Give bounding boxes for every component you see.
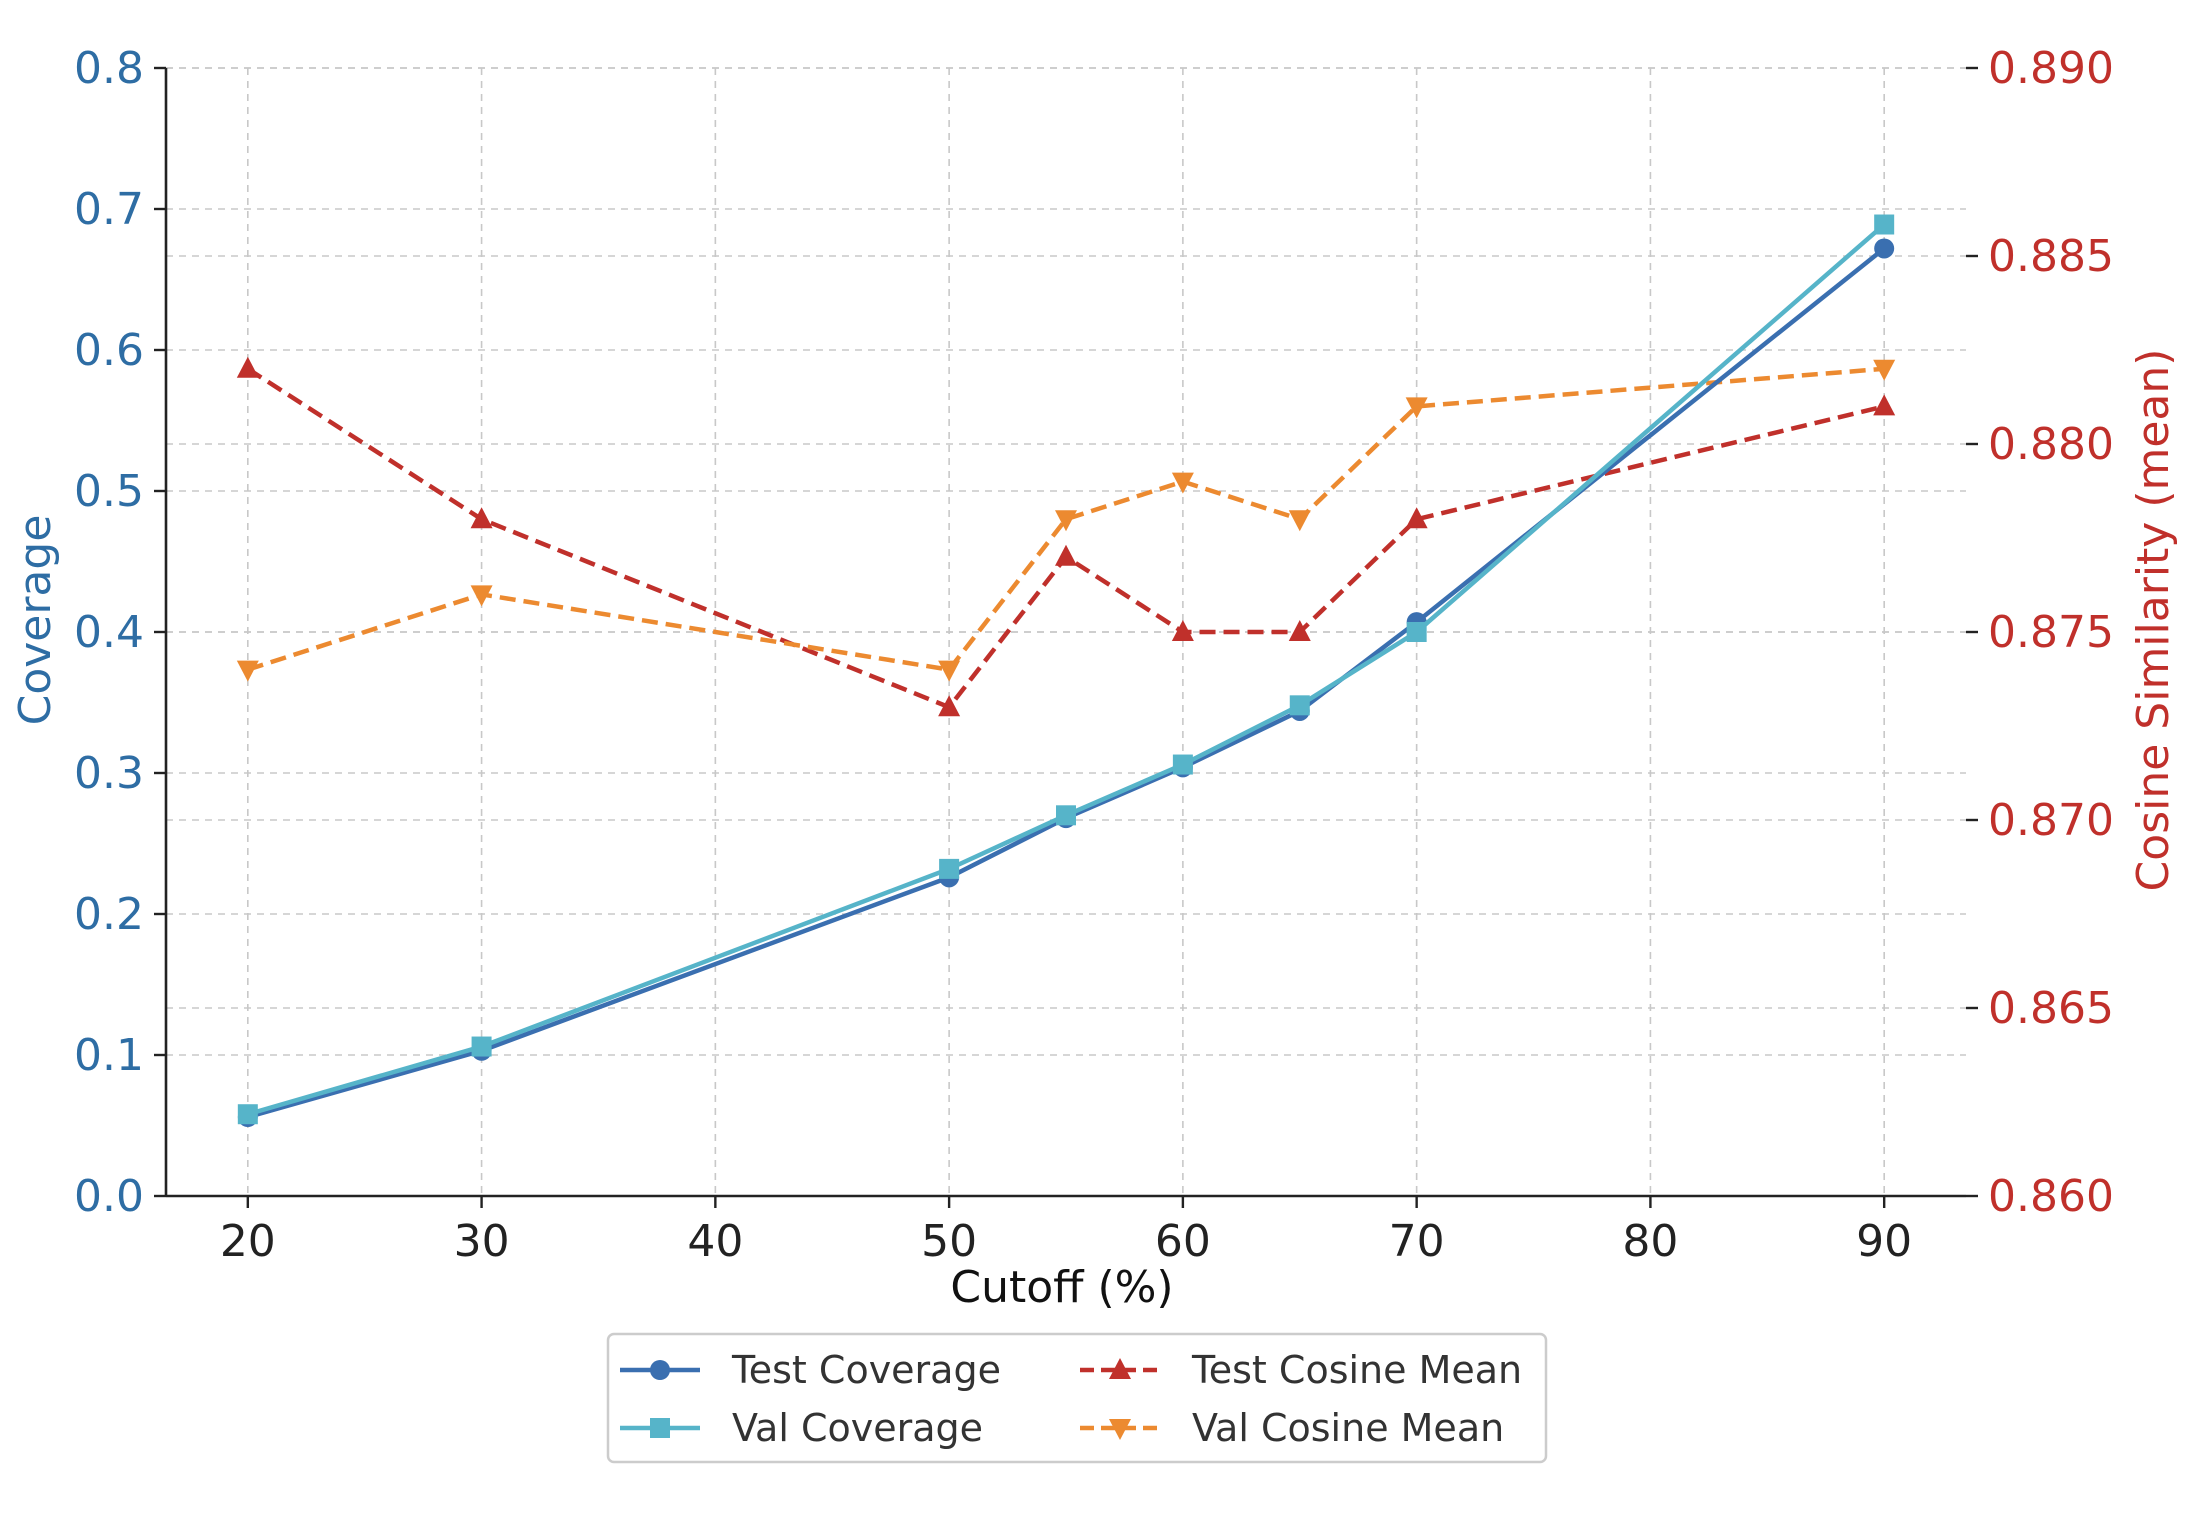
data-point-test-cosine-mean	[236, 356, 259, 378]
data-point-val-cosine-mean	[1171, 472, 1194, 494]
legend-label: Val Cosine Mean	[1192, 1406, 1504, 1450]
data-point-test-cosine-mean	[938, 695, 961, 717]
legend-label: Val Coverage	[732, 1406, 983, 1450]
legend-marker	[650, 1360, 670, 1380]
legend: Test Coverage Val Coverage Test Cosine Mea…	[606, 1332, 1548, 1464]
series-test-cosine-mean	[236, 356, 1896, 717]
data-point-val-coverage	[1289, 695, 1310, 716]
y-left-tick-label: 0.1	[74, 1030, 144, 1081]
y-left-tick-label: 0.4	[74, 607, 144, 658]
legend-label: Test Coverage	[731, 1348, 1001, 1392]
y-right-tick-label: 0.870	[1988, 795, 2114, 846]
y-left-tick-label: 0.2	[74, 889, 144, 940]
data-point-val-coverage	[1172, 754, 1193, 775]
series-val-cosine-mean	[236, 359, 1896, 682]
data-point-val-coverage	[1406, 622, 1427, 642]
x-tick-label: 30	[454, 1216, 510, 1267]
y-left-tick-label: 0.6	[74, 325, 144, 376]
y-axis-left-label: Coverage	[10, 515, 61, 726]
legend-box	[606, 1332, 1548, 1464]
data-point-val-cosine-mean	[1405, 397, 1428, 419]
y-left-tick-label: 0.0	[74, 1171, 144, 1222]
data-point-test-coverage	[1874, 238, 1895, 259]
data-point-val-cosine-mean	[1055, 510, 1077, 532]
grid	[166, 67, 1966, 1197]
y-right-tick-label: 0.860	[1988, 1171, 2114, 1222]
legend-label: Test Cosine Mean	[1191, 1348, 1522, 1392]
series-line-val-cosine-mean	[247, 366, 1885, 672]
data-point-val-coverage	[939, 858, 960, 879]
legend-marker	[650, 1418, 670, 1438]
series-line-val-coverage	[247, 222, 1886, 1117]
series-line-test-coverage	[247, 246, 1886, 1120]
data-point-test-cosine-mean	[1405, 507, 1428, 529]
data-point-test-cosine-mean	[1055, 544, 1077, 566]
legend-marker	[1109, 1419, 1131, 1440]
data-point-val-coverage	[237, 1104, 258, 1125]
x-tick-label: 90	[1856, 1216, 1912, 1267]
x-tick-label: 70	[1389, 1216, 1445, 1267]
data-point-test-cosine-mean	[1171, 620, 1194, 641]
series-layer	[236, 214, 1896, 1128]
series-test-coverage	[237, 238, 1895, 1128]
x-tick-label: 40	[687, 1216, 743, 1267]
data-point-test-cosine-mean	[1873, 394, 1896, 416]
legend-item-val-cosine-mean: Val Cosine Mean	[1080, 1406, 1504, 1450]
x-tick-label: 50	[921, 1216, 977, 1267]
legend-item-test-cosine-mean: Test Cosine Mean	[1080, 1348, 1522, 1392]
y-left-tick-label: 0.8	[74, 43, 144, 94]
series-line-test-cosine-mean	[246, 366, 1885, 710]
data-point-test-cosine-mean	[470, 507, 493, 529]
y-right-tick-label: 0.890	[1988, 43, 2114, 94]
data-point-val-cosine-mean	[1288, 510, 1311, 532]
x-tick-label: 60	[1155, 1216, 1211, 1267]
y-right-tick-label: 0.875	[1988, 607, 2114, 658]
x-tick-label: 20	[220, 1216, 276, 1267]
y-left-tick-label: 0.7	[74, 184, 144, 235]
tick-labels: 20 30 40 50 60 70 80 90 0.0 0.1 0.2 0.3 0.4 0.5 0.6 0.7…	[74, 43, 2114, 1267]
axes	[154, 66, 1978, 1208]
y-right-tick-label: 0.880	[1988, 419, 2114, 470]
data-point-val-cosine-mean	[236, 660, 259, 682]
data-point-val-cosine-mean	[938, 660, 961, 682]
y-left-tick-label: 0.3	[74, 748, 144, 799]
data-point-val-cosine-mean	[470, 585, 493, 607]
y-axis-right-label: Cosine Similarity (mean)	[2128, 349, 2179, 892]
x-axis-label: Cutoff (%)	[950, 1262, 1173, 1313]
legend-item-test-coverage: Test Coverage	[620, 1348, 1001, 1392]
data-point-test-cosine-mean	[1288, 620, 1311, 641]
y-right-tick-label: 0.885	[1988, 231, 2114, 282]
data-point-val-coverage	[1056, 805, 1076, 826]
data-point-val-cosine-mean	[1873, 359, 1896, 381]
legend-marker	[1109, 1358, 1131, 1379]
series-val-coverage	[237, 214, 1895, 1125]
y-right-tick-label: 0.865	[1988, 983, 2114, 1034]
y-left-tick-label: 0.5	[74, 466, 144, 517]
legend-item-val-coverage: Val Coverage	[620, 1406, 983, 1450]
data-point-val-coverage	[1874, 214, 1895, 235]
x-tick-label: 80	[1622, 1216, 1678, 1267]
data-point-val-coverage	[471, 1036, 492, 1057]
